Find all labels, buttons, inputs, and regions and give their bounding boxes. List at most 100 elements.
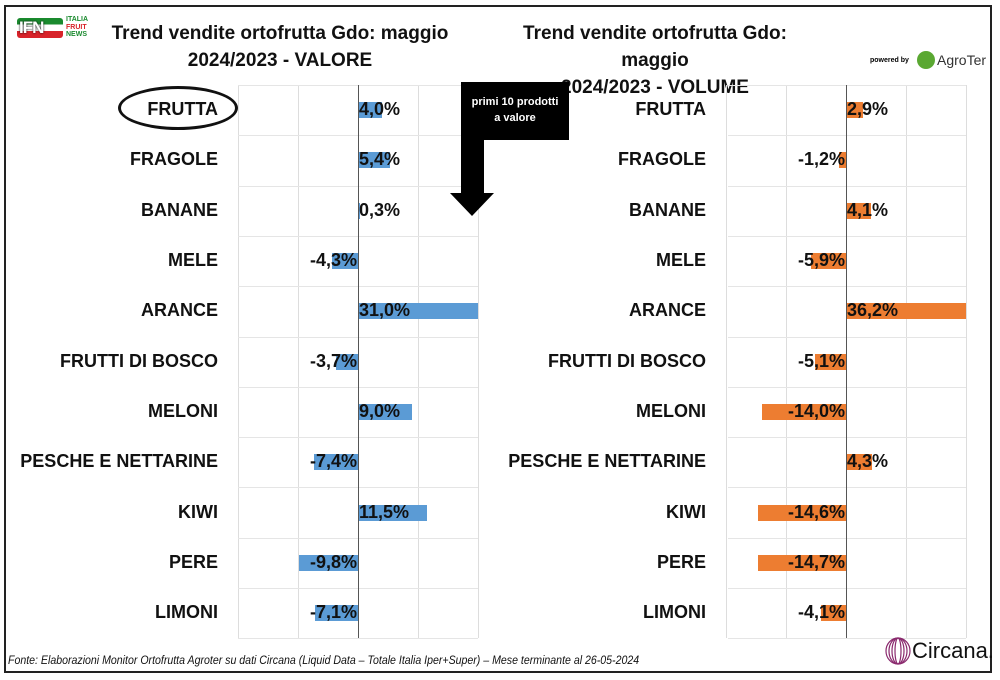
row-divider: [728, 235, 966, 237]
bar: [313, 454, 358, 471]
bar: [332, 253, 358, 270]
data-label: -1,2%: [797, 149, 845, 170]
category-label: FRAGOLE: [618, 149, 706, 170]
bar: [758, 504, 846, 521]
row-divider: [728, 437, 966, 439]
data-label: 36,2%: [847, 300, 899, 321]
arrow-down-icon: [450, 138, 494, 216]
bar: [846, 303, 966, 320]
category-label: KIWI: [178, 501, 218, 522]
bar: [315, 605, 358, 622]
data-label: 2,9%: [847, 99, 889, 120]
data-label: 31,0%: [359, 300, 411, 321]
data-label: -7,1%: [309, 602, 357, 623]
category-label: PERE: [656, 551, 706, 572]
data-label: -5,1%: [797, 350, 845, 371]
bar: [757, 554, 846, 571]
data-label: 4,3%: [847, 451, 889, 472]
category-label: ARANCE: [140, 300, 218, 321]
bar: [762, 403, 846, 420]
bar: [358, 303, 478, 320]
category-label: MELONI: [636, 400, 706, 421]
bar: [358, 504, 427, 521]
data-label: 5,4%: [359, 149, 401, 170]
category-label: PESCHE E NETTARINE: [20, 451, 218, 472]
source-footnote: Fonte: Elaborazioni Monitor Ortofrutta A…: [8, 655, 640, 667]
data-label: -9,8%: [309, 551, 357, 572]
bar: [358, 403, 412, 420]
powered-by-label: powered by: [870, 57, 909, 64]
category-label: FRUTTA: [635, 99, 706, 120]
data-label: -3,7%: [309, 350, 357, 371]
row-divider: [728, 588, 966, 589]
row-divider: [728, 386, 966, 388]
bar: [846, 454, 872, 471]
category-label: FRUTTI DI BOSCO: [60, 350, 218, 371]
bar: [838, 152, 846, 169]
bar: [821, 605, 846, 622]
category-label: FRUTTI DI BOSCO: [548, 350, 706, 371]
bar: [358, 152, 391, 169]
row-divider: [238, 638, 478, 640]
bar: [810, 253, 846, 270]
circana-logo-text: Circana.: [912, 638, 994, 663]
bar: [358, 102, 382, 119]
category-label: LIMONI: [155, 602, 218, 623]
chart-title-volume: Trend vendite ortofrutta Gdo: maggio 2024…: [523, 23, 787, 98]
gridline: [726, 85, 727, 638]
chart-title-valore: Trend vendite ortofrutta Gdo: maggio 2024…: [111, 23, 449, 71]
category-label: MELE: [655, 250, 706, 271]
callout-box: primi 10 prodotti a valore: [461, 82, 569, 140]
category-label: MELE: [167, 250, 218, 271]
bar: [815, 353, 846, 370]
zero-axis: [846, 85, 847, 638]
data-label: -14,6%: [787, 501, 845, 522]
category-label: LIMONI: [643, 602, 706, 623]
row-divider: [728, 85, 966, 86]
gridline: [786, 85, 787, 638]
category-label: BANANE: [140, 199, 218, 220]
gridline: [238, 85, 239, 638]
category-label: MELONI: [148, 400, 218, 421]
data-label: 4,0%: [359, 99, 401, 120]
bar: [846, 202, 871, 219]
category-label: PESCHE E NETTARINE: [508, 451, 706, 472]
category-label: BANANE: [628, 199, 706, 220]
data-label: -14,0%: [787, 400, 845, 421]
highlight-ellipse: [118, 86, 238, 130]
category-label: ARANCE: [628, 300, 706, 321]
bar: [335, 353, 358, 370]
row-divider: [728, 336, 966, 338]
category-label: KIWI: [666, 501, 706, 522]
agroter-logo-icon: [917, 51, 935, 69]
category-label: FRAGOLE: [130, 149, 218, 170]
row-divider: [728, 638, 966, 640]
gridline: [966, 85, 967, 638]
row-divider: [728, 185, 966, 187]
data-label: -5,9%: [797, 250, 845, 271]
data-label: 0,3%: [359, 199, 401, 220]
frame-border: [4, 5, 992, 673]
row-divider: [728, 135, 966, 137]
gridline: [906, 85, 907, 638]
data-label: -7,4%: [309, 451, 357, 472]
circana-logo-icon: [885, 637, 911, 665]
data-label: -4,3%: [309, 250, 357, 271]
gridline: [478, 85, 479, 638]
data-label: 9,0%: [359, 400, 401, 421]
category-label: PERE: [168, 551, 218, 572]
agroter-logo-text: AgroTer: [937, 52, 987, 68]
row-divider: [728, 286, 966, 288]
bar: [358, 202, 360, 219]
data-label: -14,7%: [787, 551, 845, 572]
gridline: [298, 85, 299, 638]
data-label: 11,5%: [359, 501, 410, 522]
bar: [299, 554, 358, 571]
data-label: 4,1%: [847, 199, 889, 220]
zero-axis: [358, 85, 359, 638]
row-divider: [728, 487, 966, 489]
row-divider: [728, 537, 966, 539]
gridline: [418, 85, 419, 638]
ifn-logo: IFN ITALIA FRUIT NEWS: [17, 16, 89, 38]
